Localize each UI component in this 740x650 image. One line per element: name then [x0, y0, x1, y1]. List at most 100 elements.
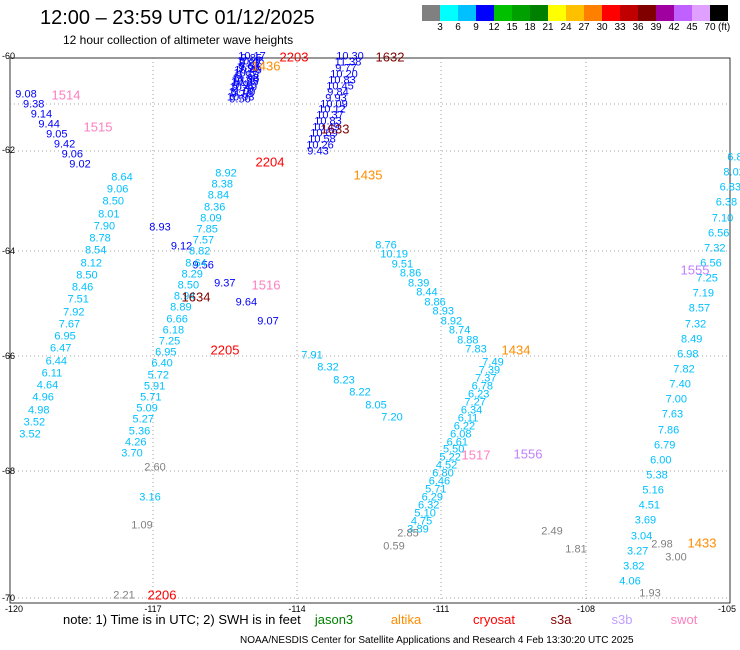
wave-height-value: 7.19 [692, 287, 714, 300]
colorbar-swatch [656, 5, 674, 21]
wave-height-value: 9.43 [307, 145, 329, 158]
pass-time-label: 1632 [375, 49, 405, 65]
wave-height-value: 9.93 [325, 92, 347, 105]
wave-height-value: 10.26 [306, 139, 334, 152]
wave-height-value: 1.09 [131, 519, 153, 532]
wave-height-value: 9.06 [61, 148, 83, 161]
colorbar-swatch [692, 5, 710, 21]
colorbar-swatch [638, 5, 656, 21]
y-tick-label: -62 [2, 145, 16, 155]
wave-height-value: 8.44 [416, 286, 438, 299]
wave-height-value: 5.16 [642, 484, 664, 497]
wave-height-value: 9.56 [192, 259, 214, 272]
wave-height-value: 8.88 [457, 334, 479, 347]
x-tick-label: -105 [717, 604, 737, 614]
wave-height-map: 10.17 9.85 10.46 9.91 9.63 9.96 10.40 10.87 9.97… [0, 48, 740, 610]
wave-height-value: 8.32 [317, 361, 339, 374]
colorbar-label: 70 [704, 22, 716, 33]
wave-height-value: 6.00 [650, 454, 672, 467]
wave-height-value: 7.25 [696, 272, 718, 285]
wave-height-value: 8.23 [333, 374, 355, 387]
wave-height-value: 6.46 [428, 475, 451, 488]
wave-height-value: 8.09 [200, 212, 222, 225]
wave-height-value: 3.69 [634, 514, 657, 527]
colorbar-swatch [602, 5, 620, 21]
wave-height-value: 9.63 [238, 60, 261, 73]
wave-height-value: 6.11 [41, 367, 63, 380]
wave-height-value: 5.27 [132, 413, 154, 426]
colorbar-label: 33 [614, 22, 626, 33]
satellite-legend-item: altika [390, 612, 422, 627]
colorbar-unit: (ft) [718, 22, 731, 33]
wave-height-value: 8.64 [185, 257, 207, 270]
satellite-legend-item: s3a [550, 612, 572, 627]
wave-height-value: 7.82 [673, 363, 695, 376]
satellite-legend-item: cryosat [473, 612, 515, 627]
colorbar-swatch [548, 5, 566, 21]
pass-time-label: 1434 [501, 342, 531, 358]
wave-height-value: 7.40 [669, 378, 691, 391]
wave-height-value: 2.85 [397, 527, 419, 540]
wave-height-value: 8.54 [84, 244, 107, 257]
wave-height-value: 8.93 [149, 221, 171, 234]
wave-height-value: 8.36 [204, 201, 226, 214]
wave-height-value: 7.91 [301, 349, 323, 362]
page-subtitle: 12 hour collection of altimeter wave hei… [63, 33, 294, 47]
wave-height-value: 7.83 [465, 343, 487, 356]
wave-height-value: 9.07 [257, 315, 279, 328]
colorbar-label: 36 [632, 22, 644, 33]
wave-height-value: 6.29 [421, 491, 443, 504]
wave-height-value: 9.14 [30, 108, 53, 121]
wave-height-value: 6.40 [151, 357, 173, 370]
wave-height-value: 8.49 [680, 333, 703, 346]
wave-height-value: 8.94 [173, 290, 196, 303]
x-tick-label: -117 [144, 604, 162, 614]
pass-time-label: 1556 [513, 446, 543, 462]
wave-height-value: 7.63 [661, 408, 684, 421]
wave-height-value: 6.95 [155, 346, 177, 359]
wave-height-value: 9.77 [335, 62, 357, 75]
colorbar-swatch [584, 5, 602, 21]
wave-height-value: 10.40 [234, 64, 262, 77]
wave-height-value: 8.50 [76, 269, 98, 282]
wave-height-value: 5.36 [128, 425, 151, 438]
wave-height-value: 10.87 [233, 67, 262, 80]
wave-height-value: 5.50 [442, 443, 465, 456]
pass-time-label: 2206 [147, 587, 177, 603]
wave-height-value: 2.98 [651, 538, 673, 551]
wave-height-value: 6.83 [727, 151, 740, 164]
wave-height-value: 7.90 [93, 220, 116, 233]
pass-time-label: 1517 [461, 447, 491, 463]
wave-height-value: 7.92 [63, 306, 85, 319]
wave-height-value: 9.12 [170, 240, 193, 253]
wave-height-value: 9.97 [235, 69, 258, 82]
pass-time-label: 2205 [210, 342, 240, 358]
wave-height-value: 8.86 [424, 296, 446, 309]
wave-height-value: 10.46 [236, 55, 265, 68]
wave-height-value: 9.37 [214, 277, 236, 290]
wave-height-value: 9.44 [38, 118, 60, 131]
colorbar-swatch [710, 5, 728, 21]
colorbar [422, 5, 728, 21]
wave-height-value: 10.30 [336, 50, 364, 63]
wave-height-value: 8.22 [349, 386, 371, 399]
wave-height-value: 7.49 [482, 356, 504, 369]
pass-time-label: 1633 [320, 121, 350, 137]
x-tick-label: -114 [288, 604, 306, 614]
wave-height-value: 9.51 [391, 258, 414, 271]
wave-height-value: 8.84 [207, 189, 230, 202]
wave-height-value: 2.60 [144, 461, 166, 474]
wave-height-value: 4.26 [125, 436, 147, 449]
wave-height-value: 9.96 [237, 62, 260, 75]
wave-height-value: 6.34 [460, 404, 483, 417]
wave-height-value: 9.91 [239, 57, 261, 70]
wave-height-value: 8.39 [408, 277, 430, 290]
colorbar-label: 45 [686, 22, 698, 33]
wave-height-value: 10.17 [238, 50, 266, 63]
wave-height-value: 3.27 [626, 545, 649, 558]
page-title: 12:00 – 23:59 UTC 01/12/2025 [40, 7, 315, 29]
wave-height-value: 8.02 [723, 166, 740, 179]
wave-height-value: 4.52 [435, 459, 458, 472]
wave-height-value: 10.45 [326, 80, 354, 93]
wave-height-value: 9.84 [327, 86, 349, 99]
